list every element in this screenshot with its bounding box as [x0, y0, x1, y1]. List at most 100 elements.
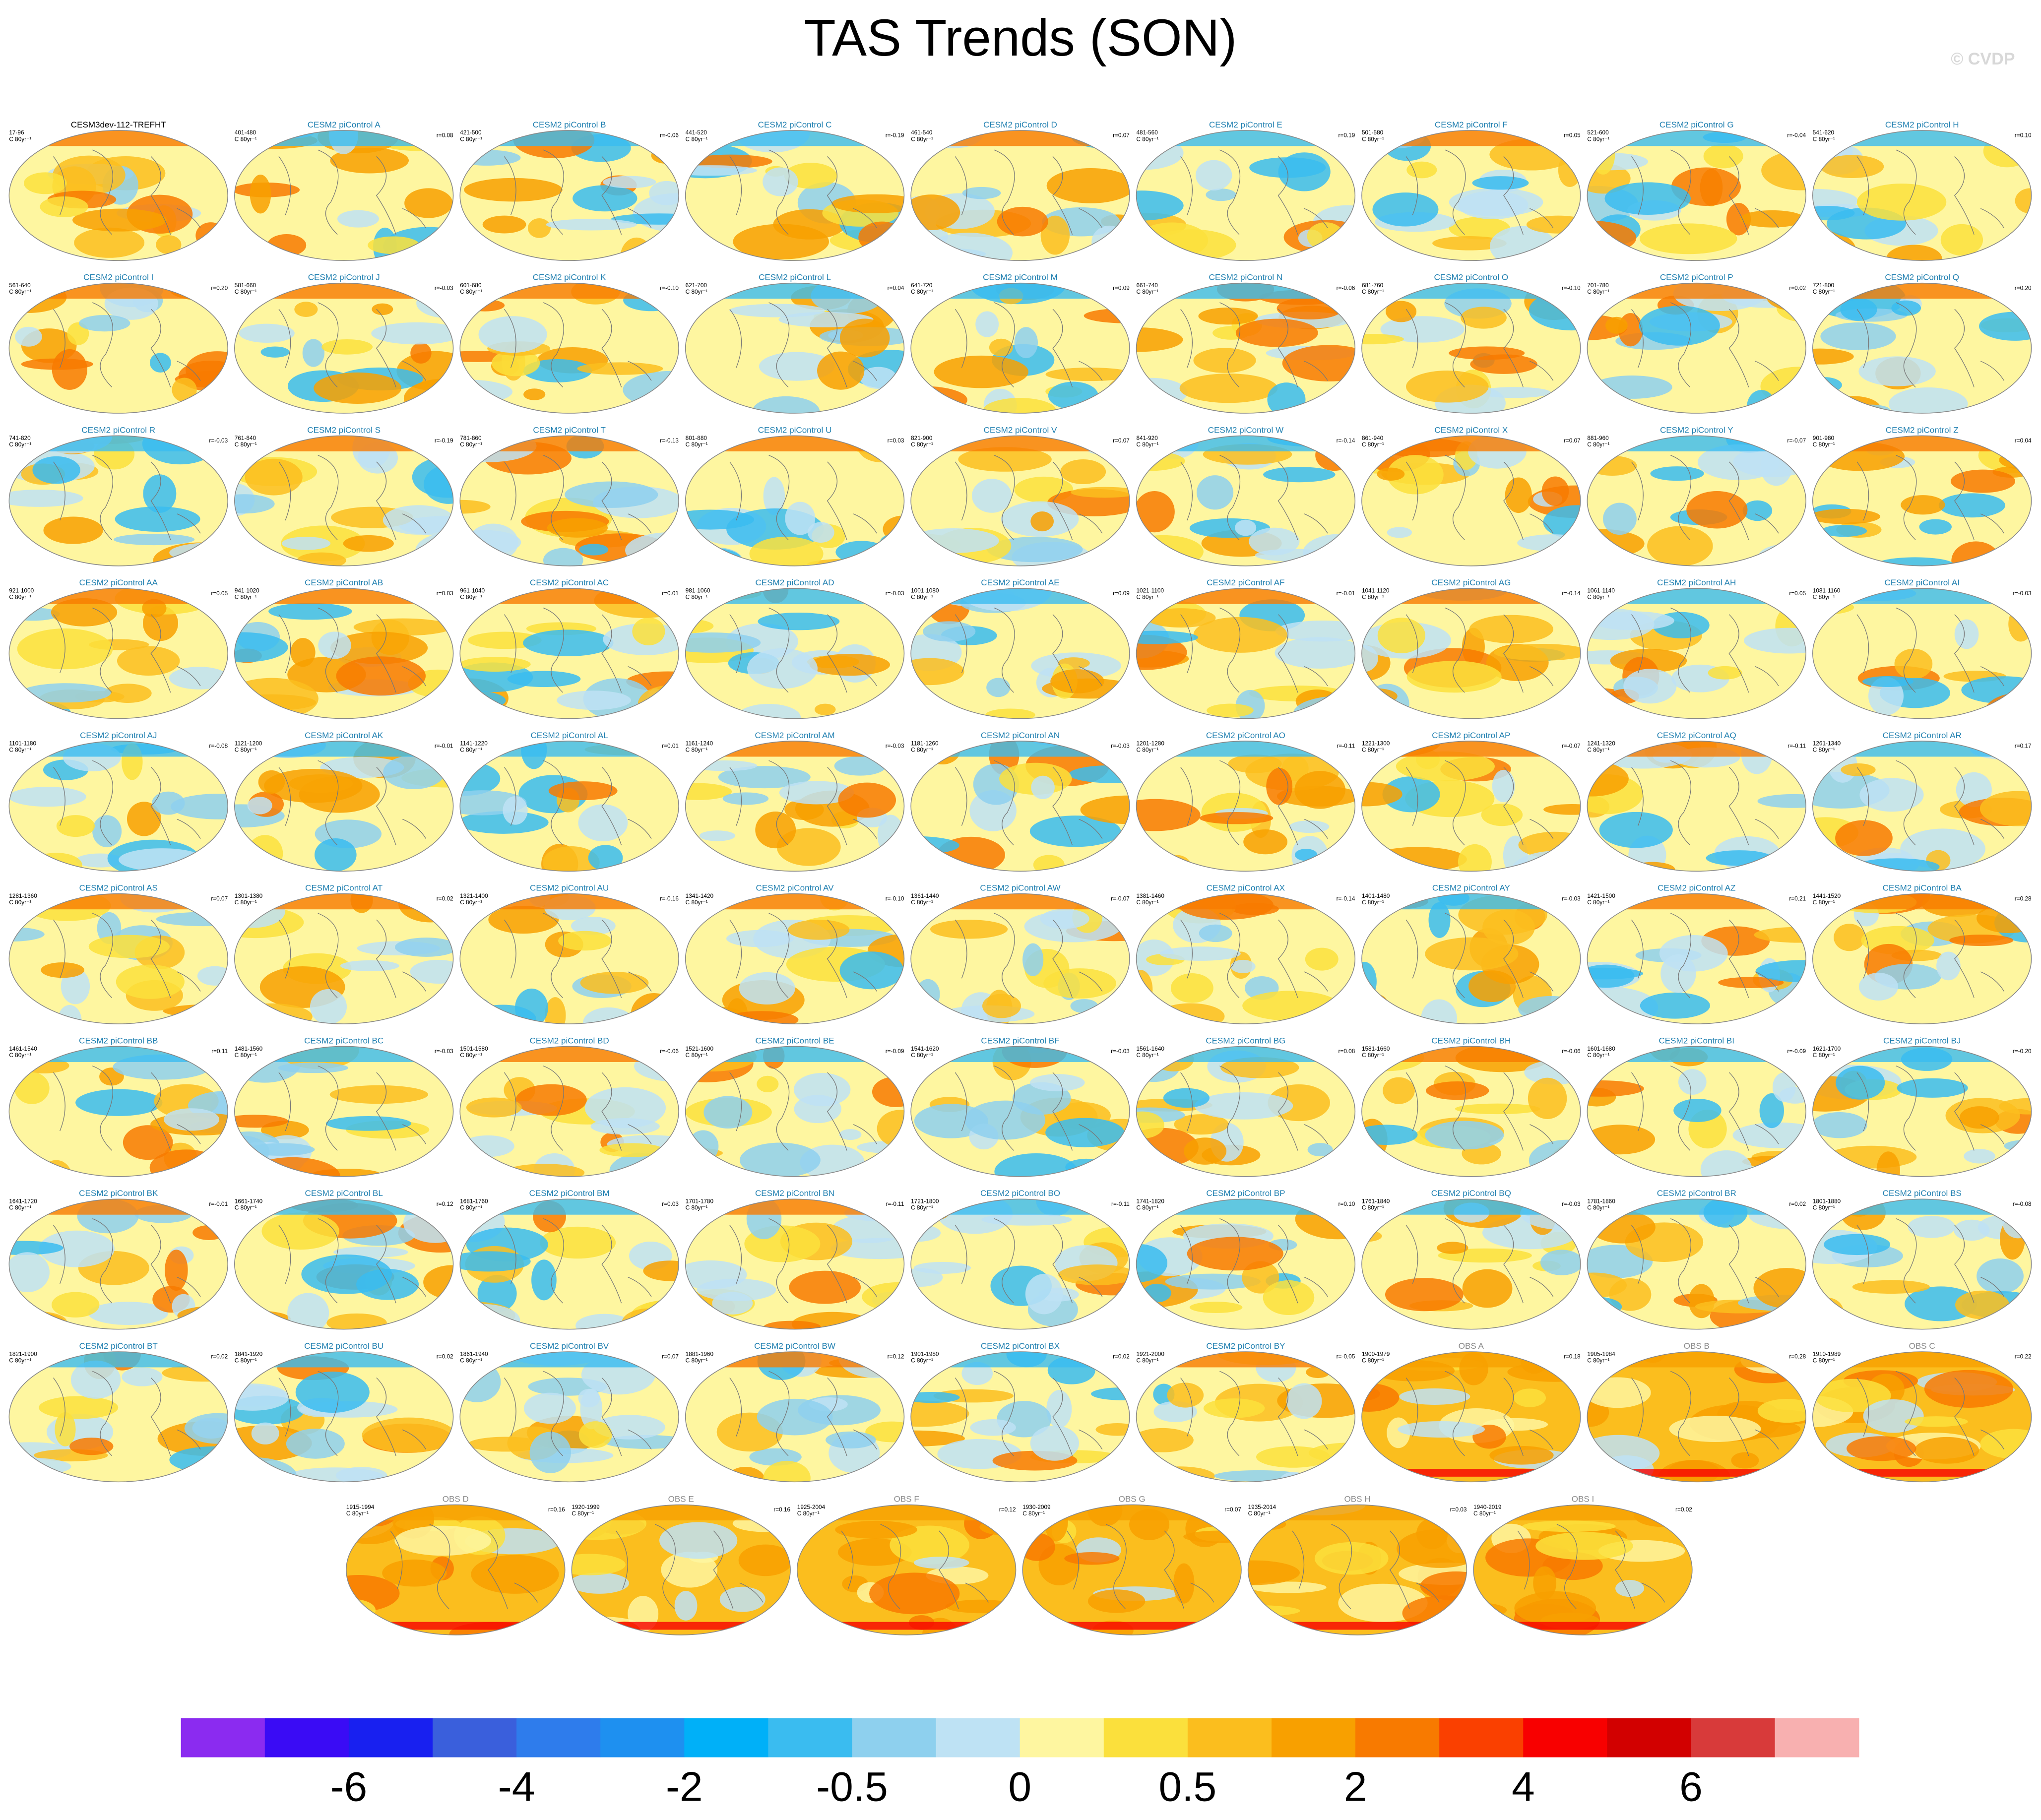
map-panel: CESM3dev-112-TREFHT 17-96C 80yr⁻¹ [8, 120, 228, 261]
field-blob [56, 815, 95, 837]
field-blob [1820, 322, 1896, 351]
field-blob [1673, 1098, 1722, 1123]
field-blob [1812, 599, 1854, 615]
panel-r: r=0.01 [662, 743, 679, 750]
panel-units: C 80yr⁻¹ [460, 1052, 482, 1059]
panel-units: C 80yr⁻¹ [1813, 135, 1835, 142]
map-outline [1136, 435, 1356, 566]
title: TAS Trends (SON) [804, 9, 1237, 67]
field-blob [212, 601, 228, 628]
field-blob [1603, 502, 1637, 535]
field-blob [1197, 475, 1234, 510]
field-blob [74, 227, 145, 258]
panel-r: r=-0.06 [1337, 284, 1355, 291]
field-blob [1377, 467, 1405, 481]
field-blob [1029, 1074, 1085, 1091]
map-outline [234, 588, 454, 719]
map-field [1587, 1351, 1806, 1482]
field-blob [719, 1586, 765, 1612]
field-blob [793, 1072, 851, 1107]
field-blob [1146, 608, 1216, 628]
panel-r: r=-0.07 [1111, 895, 1130, 902]
map-outline [1587, 130, 1806, 261]
panel-title: CESM2 piControl BQ [1431, 1189, 1511, 1198]
polar-band [9, 1351, 228, 1368]
coastline [729, 1371, 877, 1456]
map-outline [8, 282, 228, 414]
panel-period: 1461-1540 [9, 1045, 37, 1052]
panel-units: C 80yr⁻¹ [911, 288, 933, 295]
field-blob [1399, 1388, 1470, 1405]
field-blob [763, 477, 785, 515]
field-blob [577, 362, 663, 375]
field-blob [1905, 1416, 1968, 1427]
field-blob [661, 1552, 718, 1588]
field-blob [923, 621, 976, 642]
field-blob [544, 997, 566, 1024]
panel-r: r=-0.06 [660, 1048, 679, 1055]
field-blob [1812, 1112, 1867, 1138]
panel-units: C 80yr⁻¹ [235, 1052, 257, 1059]
field-blob [1022, 943, 1044, 976]
field-blob [1739, 210, 1805, 228]
field-blob [1782, 542, 1805, 566]
polar-band [234, 1046, 453, 1062]
field-blob [1397, 1529, 1467, 1568]
field-blob [234, 1149, 263, 1177]
polar-band [797, 1622, 1016, 1630]
field-blob [278, 1063, 348, 1073]
field-blob [981, 1213, 1072, 1226]
panel-units: C 80yr⁻¹ [1587, 746, 1609, 753]
map-outline [685, 1351, 905, 1483]
field-blob [1159, 946, 1241, 961]
field-blob [247, 835, 283, 872]
field-blob [1199, 924, 1232, 942]
field-blob [1294, 849, 1318, 861]
field-blob [9, 1311, 67, 1329]
panel-units: C 80yr⁻¹ [1022, 1510, 1045, 1517]
map-outline [459, 893, 679, 1024]
field-blob [467, 631, 542, 649]
coastline [278, 1371, 427, 1456]
panel-units: C 80yr⁻¹ [235, 441, 257, 448]
map-outline [685, 1046, 905, 1177]
panel-title: CESM2 piControl M [983, 273, 1058, 282]
field-blob [21, 683, 111, 703]
field-blob [1425, 1121, 1504, 1150]
panel-title: CESM2 piControl BS [1883, 1189, 1962, 1198]
field-blob [1263, 467, 1336, 483]
coastline [278, 302, 427, 388]
panel-title: OBS E [668, 1495, 694, 1504]
panel-period: 1621-1700 [1813, 1045, 1841, 1052]
panel-period: 1801-1880 [1813, 1198, 1841, 1205]
field-blob [53, 155, 126, 195]
coastline [1856, 455, 2005, 540]
field-blob [763, 167, 798, 196]
field-blob [817, 351, 865, 390]
panel-period: 1910-1989 [1813, 1350, 1841, 1357]
polar-band [1136, 130, 1355, 146]
panel-r: r=0.02 [1789, 284, 1806, 291]
panel-period: 1841-1920 [235, 1350, 263, 1357]
field-blob [1361, 688, 1398, 704]
field-blob [736, 703, 801, 719]
field-blob [1195, 160, 1232, 190]
polar-band [234, 741, 453, 757]
field-blob [911, 1268, 943, 1287]
map-outline [1587, 1351, 1806, 1483]
panel-r: r=0.10 [1339, 1200, 1355, 1207]
polar-band [9, 588, 228, 604]
field-blob [599, 1143, 664, 1157]
field-blob [1708, 666, 1742, 680]
panel-units: C 80yr⁻¹ [460, 899, 482, 906]
panel-r: r=-0.08 [209, 743, 228, 750]
field-blob [1824, 1234, 1891, 1255]
panel-title: OBS C [1909, 1341, 1935, 1351]
colorbar-label: 2 [1344, 1763, 1367, 1810]
panel-r: r=0.07 [1113, 131, 1130, 138]
coastline [1405, 302, 1554, 388]
